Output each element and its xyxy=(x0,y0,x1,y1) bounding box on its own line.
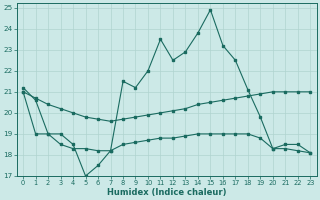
X-axis label: Humidex (Indice chaleur): Humidex (Indice chaleur) xyxy=(107,188,227,197)
